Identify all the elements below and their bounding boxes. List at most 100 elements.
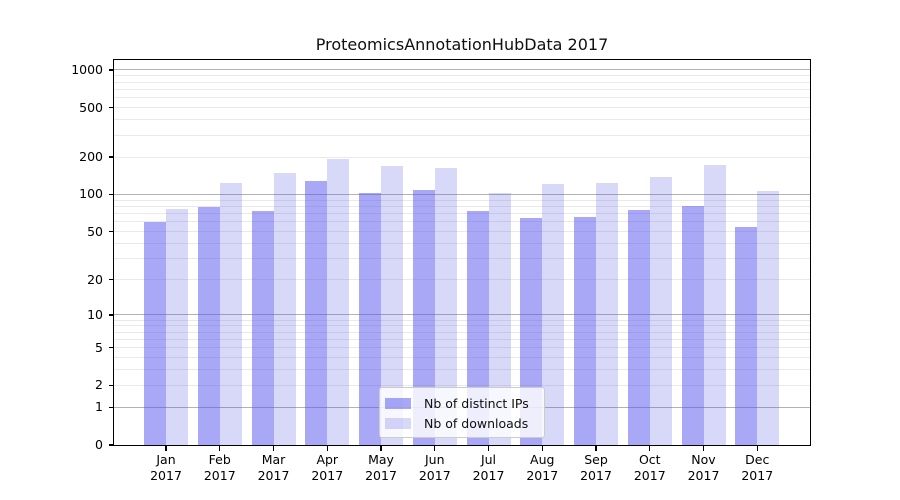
y-tick-mark-1 <box>109 406 114 409</box>
x-tick-mark-oct <box>649 446 651 451</box>
y-tick-label-500: 500 <box>79 99 103 115</box>
bar-distinct-ips-mar <box>251 211 274 445</box>
chart-title: ProteomicsAnnotationHubData 2017 <box>315 35 609 54</box>
bar-downloads-mar <box>273 173 296 445</box>
bar-downloads-aug <box>542 183 565 445</box>
y-tick-mark-50 <box>109 230 114 233</box>
y-tick-mark-2 <box>109 384 114 387</box>
gridline-minor-70 <box>114 213 810 215</box>
gridline-minor-60 <box>114 221 810 223</box>
gridline-minor-300 <box>114 134 810 136</box>
gridline-minor-7 <box>114 331 810 333</box>
x-tick-mark-apr <box>326 446 328 451</box>
x-tick-label-oct: Oct 2017 <box>633 452 666 483</box>
x-tick-mark-dec <box>756 446 758 451</box>
y-tick-label-100: 100 <box>79 186 103 202</box>
y-tick-mark-200 <box>109 156 114 158</box>
gridline-minor-8 <box>114 325 810 327</box>
y-tick-mark-5 <box>109 347 114 349</box>
x-tick-mark-feb <box>219 446 221 451</box>
x-tick-label-aug: Aug 2017 <box>526 452 559 483</box>
gridline-major-1000 <box>114 69 810 71</box>
x-tick-label-jan: Jan 2017 <box>150 452 182 483</box>
x-tick-label-jun: Jun 2017 <box>418 452 451 483</box>
gridline-minor-900 <box>114 75 810 77</box>
bar-distinct-ips-may <box>359 192 381 445</box>
gridlines-layer <box>114 60 810 445</box>
y-tick-label-20: 20 <box>87 271 103 287</box>
gridline-minor-2 <box>114 384 810 386</box>
x-tick-mark-aug <box>541 446 543 451</box>
gridline-major-10 <box>114 314 810 316</box>
bars-layer <box>114 60 810 445</box>
bar-downloads-sep <box>596 182 618 445</box>
x-tick-label-apr: Apr 2017 <box>311 452 344 483</box>
x-tick-mark-jan <box>165 446 167 451</box>
bar-downloads-nov <box>703 165 726 445</box>
bar-distinct-ips-jul <box>466 210 489 445</box>
x-tick-label-mar: Mar 2017 <box>257 452 290 483</box>
legend-swatch-downloads <box>385 417 411 429</box>
gridline-minor-20 <box>114 279 810 281</box>
gridline-minor-50 <box>114 231 810 233</box>
y-tick-mark-10 <box>109 314 114 316</box>
y-tick-label-5: 5 <box>95 339 103 355</box>
legend-item-downloads: Nb of downloads <box>385 415 536 431</box>
bar-distinct-ips-feb <box>197 207 220 445</box>
y-tick-label-1000: 1000 <box>71 61 103 77</box>
y-tick-mark-1000 <box>109 69 114 71</box>
gridline-minor-800 <box>114 81 810 83</box>
x-tick-label-sep: Sep 2017 <box>580 452 612 483</box>
gridline-minor-200 <box>114 156 810 158</box>
gridline-minor-80 <box>114 205 810 207</box>
bar-distinct-ips-apr <box>305 181 328 445</box>
y-tick-label-200: 200 <box>79 149 103 165</box>
gridline-major-100 <box>114 193 810 195</box>
gridline-minor-4 <box>114 357 810 359</box>
gridline-minor-600 <box>114 97 810 99</box>
y-tick-label-0: 0 <box>95 437 103 452</box>
legend-swatch-distinct-ips <box>385 397 411 409</box>
gridline-minor-500 <box>114 107 810 109</box>
x-tick-label-feb: Feb 2017 <box>203 452 236 483</box>
bar-downloads-apr <box>327 158 350 445</box>
x-tick-mark-sep <box>595 446 597 451</box>
x-tick-mark-jun <box>434 446 436 451</box>
gridline-minor-90 <box>114 199 810 201</box>
y-tick-label-1: 1 <box>95 399 103 415</box>
gridline-minor-700 <box>114 88 810 90</box>
bar-distinct-ips-dec <box>735 227 758 445</box>
bar-downloads-oct <box>649 176 672 445</box>
x-tick-label-nov: Nov 2017 <box>687 452 720 483</box>
x-tick-mark-nov <box>702 446 705 451</box>
gridline-minor-5 <box>114 347 810 349</box>
bar-downloads-jul <box>488 193 511 445</box>
bar-distinct-ips-oct <box>627 209 650 445</box>
gridline-minor-9 <box>114 319 810 321</box>
bar-distinct-ips-jan <box>144 221 166 445</box>
bar-distinct-ips-sep <box>574 216 596 445</box>
y-tick-label-2: 2 <box>95 377 103 393</box>
bar-downloads-jan <box>166 209 188 445</box>
bar-downloads-jun <box>434 168 457 445</box>
y-tick-mark-100 <box>109 193 114 196</box>
bar-downloads-dec <box>757 190 780 445</box>
x-tick-label-dec: Dec 2017 <box>741 452 774 483</box>
y-tick-mark-0 <box>109 444 114 446</box>
legend-item-distinct-ips: Nb of distinct IPs <box>385 395 536 411</box>
gridline-minor-3 <box>114 369 810 371</box>
x-tick-label-jul: Jul 2017 <box>472 452 505 483</box>
x-tick-mark-may <box>380 446 382 451</box>
gridline-minor-30 <box>114 258 810 260</box>
y-tick-mark-500 <box>109 106 114 109</box>
y-tick-mark-20 <box>109 279 114 281</box>
x-tick-mark-jul <box>487 446 490 451</box>
gridline-minor-400 <box>114 119 810 121</box>
legend-label-distinct-ips: Nb of distinct IPs <box>424 395 529 411</box>
bar-downloads-may <box>381 165 403 445</box>
legend-label-downloads: Nb of downloads <box>424 415 529 431</box>
x-tick-mark-mar <box>272 446 275 451</box>
x-tick-label-may: May 2017 <box>365 452 397 483</box>
gridline-minor-6 <box>114 338 810 340</box>
